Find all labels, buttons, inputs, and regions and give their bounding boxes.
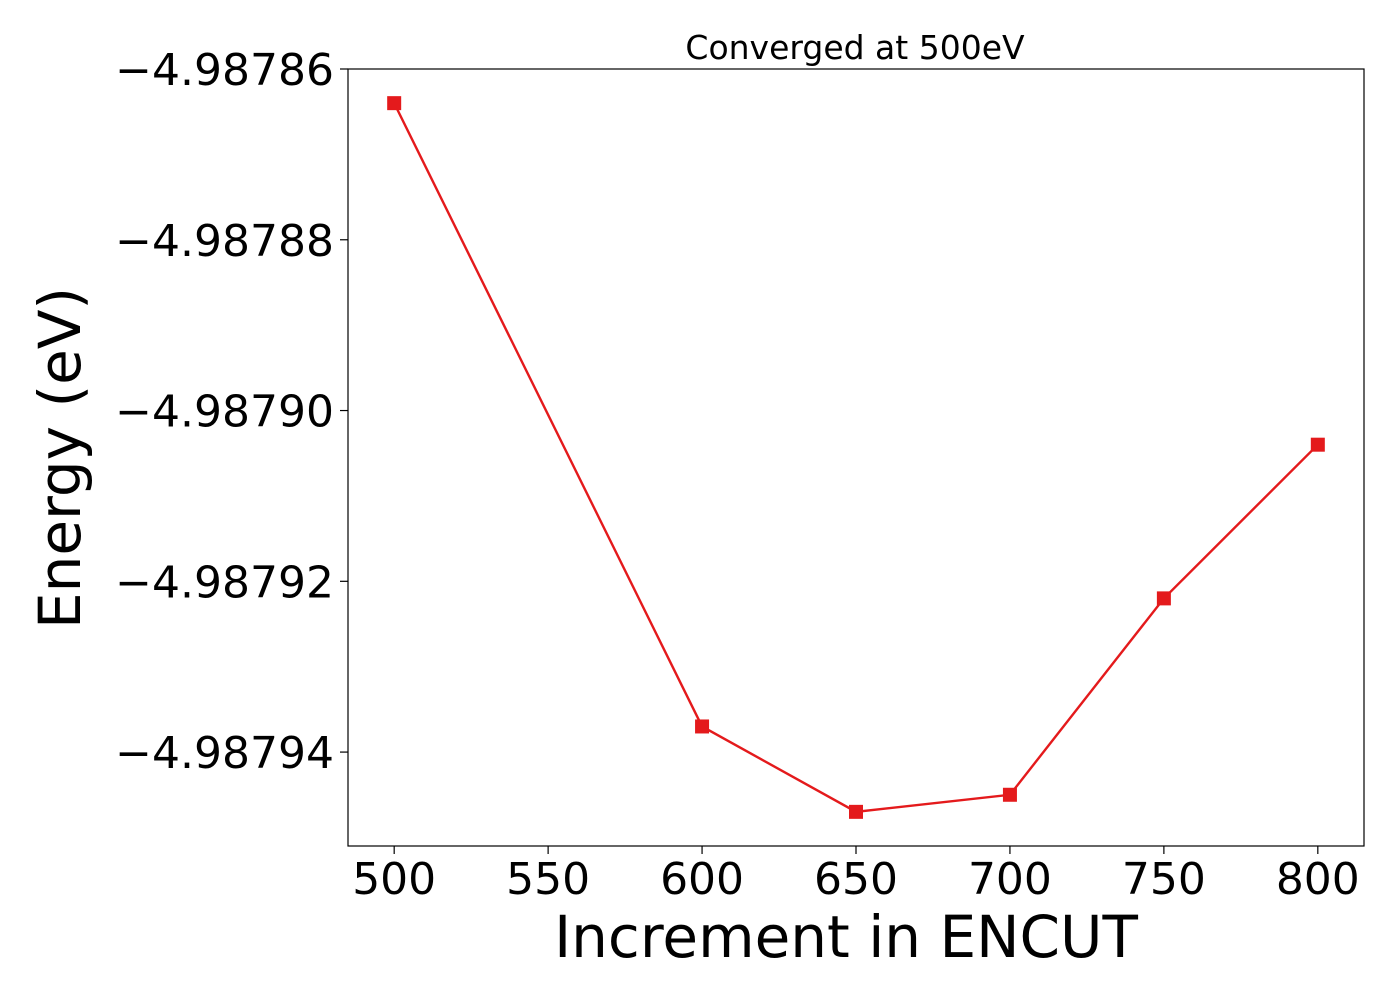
data-point-marker	[1156, 591, 1171, 606]
x-tick-label: 750	[1122, 854, 1206, 905]
y-axis-label: Energy (eV)	[26, 287, 94, 629]
y-tick-label: −4.98794	[115, 728, 334, 779]
y-tick-label: −4.98786	[115, 45, 334, 96]
data-point-marker	[387, 96, 402, 111]
x-tick-label: 600	[660, 854, 744, 905]
y-axis-ticks: −4.98786 −4.98788 −4.98790 −4.98792 −4.98794	[115, 45, 348, 779]
data-point-marker	[1002, 787, 1017, 802]
x-tick-label: 700	[968, 854, 1052, 905]
x-tick-label: 550	[506, 854, 590, 905]
x-tick-label: 800	[1276, 854, 1360, 905]
data-point-marker	[1310, 437, 1325, 452]
chart-title: Converged at 500eV	[685, 28, 1025, 67]
data-point-marker	[849, 804, 863, 819]
plot-area-frame	[347, 68, 1365, 847]
series-layer	[387, 96, 1325, 819]
x-tick-label: 500	[352, 854, 436, 905]
x-tick-label: 650	[814, 854, 898, 905]
series-line	[393, 102, 1319, 814]
y-tick-label: −4.98788	[115, 216, 334, 267]
data-point-marker	[695, 719, 710, 734]
x-axis-ticks: 500 550 600 650 700 750 800	[352, 846, 1360, 905]
y-tick-label: −4.98790	[115, 387, 334, 438]
x-axis-label: Increment in ENCUT	[554, 903, 1138, 971]
y-tick-label: −4.98792	[115, 557, 334, 608]
